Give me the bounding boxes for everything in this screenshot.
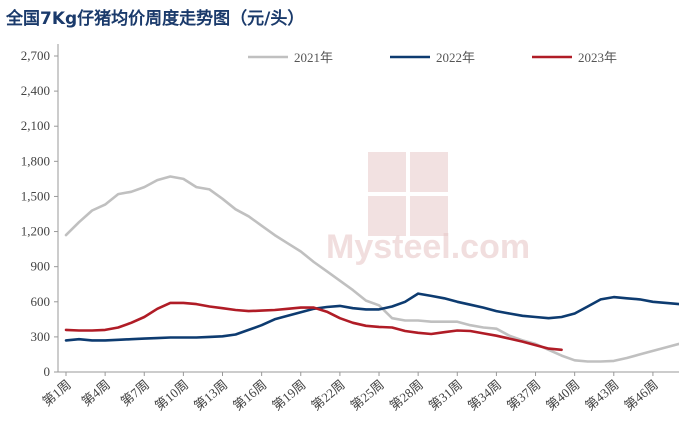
- series-line-2021年: [64, 175, 679, 363]
- x-tick-label: 第46周: [621, 377, 661, 414]
- y-tick-label: 600: [31, 294, 51, 309]
- legend-label: 2022年: [436, 50, 475, 65]
- watermark-block: [410, 196, 448, 236]
- y-tick-label: 1,500: [21, 188, 50, 203]
- y-tick-label: 2,400: [21, 83, 50, 98]
- y-tick-label: 1,200: [21, 224, 50, 239]
- series-line-2023年: [64, 301, 563, 352]
- y-tick-label: 1,800: [21, 153, 50, 168]
- x-tick-label: 第43周: [582, 377, 622, 414]
- watermark-text: Mysteel.com: [326, 228, 530, 266]
- legend: 2021年 2022年 2023年: [248, 50, 617, 65]
- watermark-block: [368, 152, 406, 192]
- x-tick-label: 第1周: [39, 377, 74, 409]
- y-tick-label: 900: [31, 259, 51, 274]
- legend-label: 2021年: [294, 50, 333, 65]
- chart-title: 全国7Kg仔猪均价周度走势图（元/头）: [6, 9, 305, 29]
- watermark-block: [368, 196, 406, 236]
- x-tick-label: 第10周: [152, 377, 192, 414]
- x-tick-label: 第4周: [79, 377, 114, 409]
- x-tick-label: 第25周: [347, 377, 387, 414]
- series-group: [64, 175, 679, 363]
- y-tick-label: 2,100: [21, 118, 50, 133]
- y-tick-label: 0: [44, 364, 51, 379]
- x-tick-label: 第7周: [118, 377, 153, 409]
- x-tick-label: 第28周: [387, 377, 427, 414]
- legend-label: 2023年: [578, 50, 617, 65]
- x-tick-label: 第40周: [543, 377, 583, 414]
- y-tick-label: 2,700: [21, 48, 50, 63]
- watermark-block: [410, 152, 448, 192]
- x-tick-label: 第16周: [230, 377, 270, 414]
- x-tick-label: 第31周: [426, 377, 466, 414]
- x-tick-label: 第13周: [191, 377, 231, 414]
- x-tick-label: 第37周: [504, 377, 544, 414]
- y-tick-label: 300: [31, 329, 51, 344]
- x-tick-label: 第22周: [308, 377, 348, 414]
- x-tick-label: 第34周: [465, 377, 505, 414]
- watermark-logo-blocks: [368, 152, 448, 236]
- x-tick-label: 第19周: [269, 377, 309, 414]
- mysteel-watermark: Mysteel.com: [326, 152, 530, 266]
- series-line-2022年: [64, 292, 679, 342]
